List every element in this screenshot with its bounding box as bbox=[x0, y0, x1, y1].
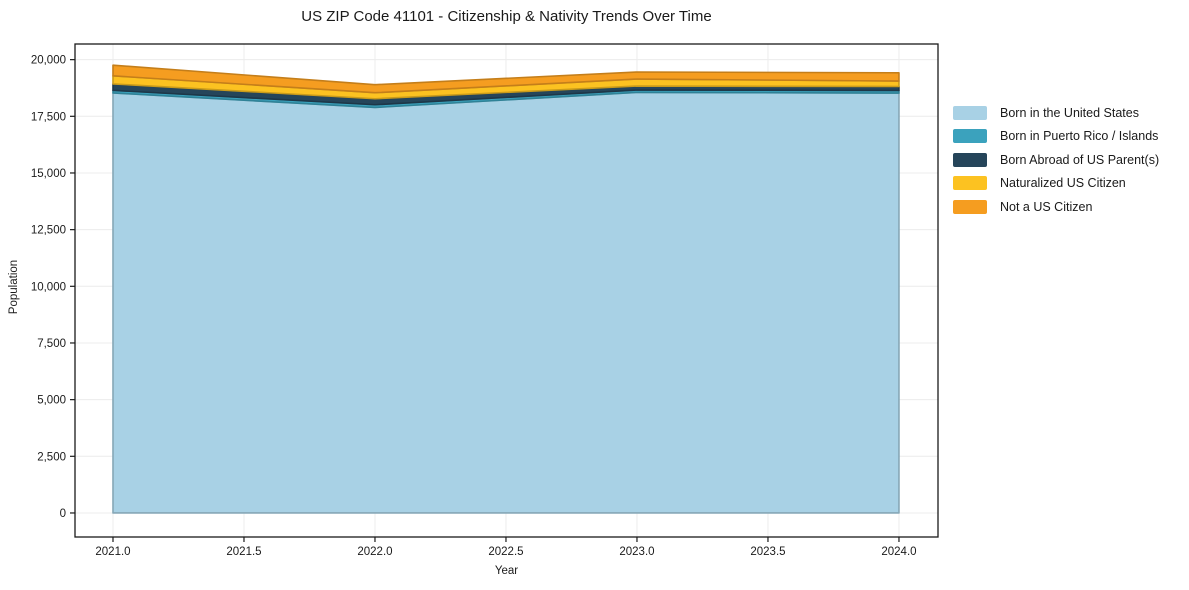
legend-item: Naturalized US Citizen bbox=[953, 172, 1159, 196]
legend-item: Born in Puerto Rico / Islands bbox=[953, 125, 1159, 149]
x-axis-label: Year bbox=[494, 565, 519, 577]
x-tick-label: 2021.0 bbox=[95, 546, 130, 558]
legend-item: Born in the United States bbox=[953, 101, 1159, 125]
legend-item: Not a US Citizen bbox=[953, 195, 1159, 219]
y-tick-label: 20,000 bbox=[31, 55, 66, 67]
legend-item: Born Abroad of US Parent(s) bbox=[953, 148, 1159, 172]
area-born-in-the-united-states bbox=[112, 91, 900, 514]
legend: Born in the United States Born in Puerto … bbox=[953, 101, 1159, 219]
legend-label: Born in Puerto Rico / Islands bbox=[1000, 129, 1159, 144]
chart-title: US ZIP Code 41101 - Citizenship & Nativi… bbox=[301, 8, 712, 25]
y-tick-label: 2,500 bbox=[37, 451, 66, 463]
legend-swatch bbox=[953, 152, 987, 167]
legend-swatch bbox=[953, 105, 987, 120]
x-tick-label: 2023.0 bbox=[619, 546, 654, 558]
x-tick-label: 2021.5 bbox=[226, 546, 261, 558]
legend-label: Naturalized US Citizen bbox=[1000, 176, 1126, 191]
legend-label: Born Abroad of US Parent(s) bbox=[1000, 152, 1160, 167]
legend-swatch bbox=[953, 129, 987, 144]
area-not-a-us-citizen bbox=[112, 64, 900, 94]
y-tick-label: 15,000 bbox=[31, 168, 66, 180]
legend-swatch bbox=[953, 199, 987, 214]
y-tick-label: 5,000 bbox=[37, 395, 66, 407]
x-tick-label: 2024.0 bbox=[881, 546, 916, 558]
x-tick-label: 2022.5 bbox=[488, 546, 523, 558]
y-tick-label: 10,000 bbox=[31, 281, 66, 293]
x-tick-label: 2022.0 bbox=[357, 546, 392, 558]
legend-swatch bbox=[953, 176, 987, 191]
y-tick-label: 0 bbox=[60, 508, 66, 520]
legend-label: Not a US Citizen bbox=[1000, 199, 1093, 214]
y-tick-label: 7,500 bbox=[37, 338, 66, 350]
y-axis-label: Population bbox=[8, 259, 20, 315]
y-tick-label: 17,500 bbox=[31, 111, 66, 123]
x-tick-label: 2023.5 bbox=[750, 546, 785, 558]
legend-label: Born in the United States bbox=[1000, 105, 1139, 120]
y-tick-label: 12,500 bbox=[31, 225, 66, 237]
